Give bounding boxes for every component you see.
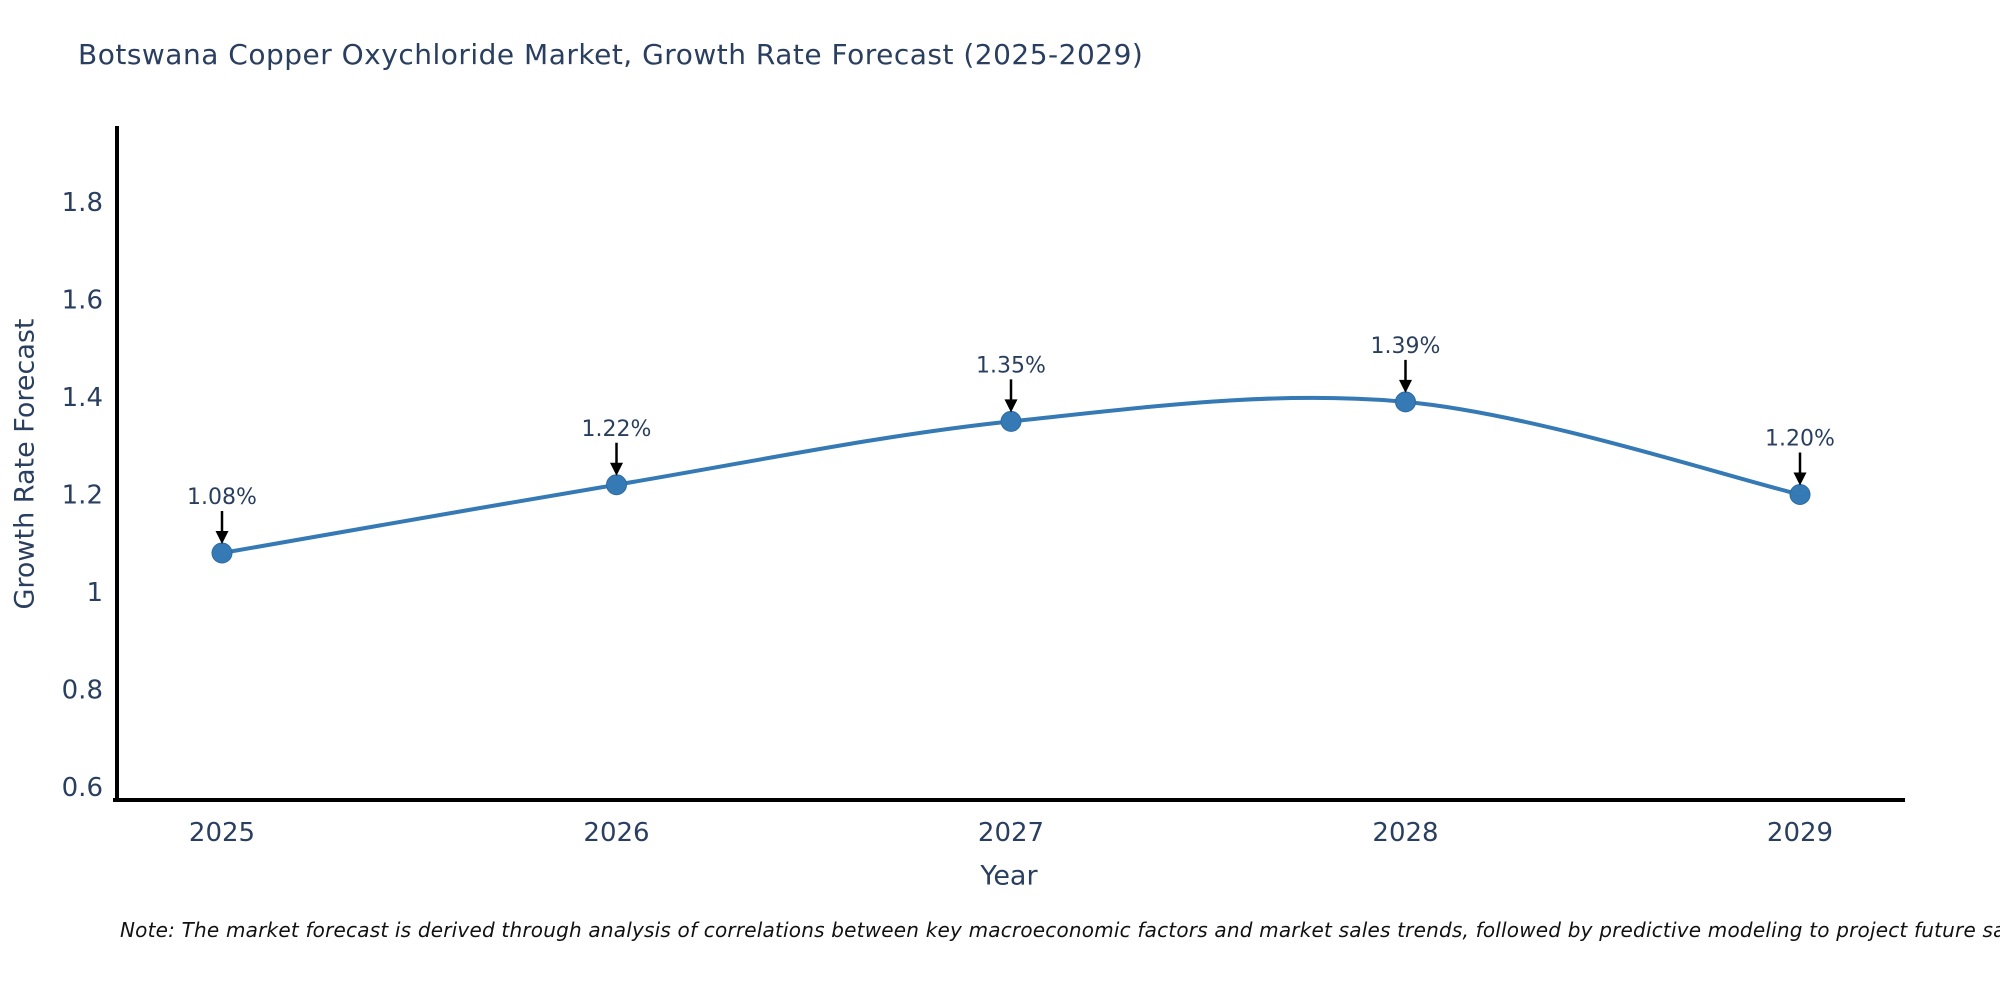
x-tick-label: 2029 [1767, 818, 1833, 848]
x-tick-label: 2026 [583, 818, 649, 848]
footnote: Note: The market forecast is derived thr… [120, 918, 2000, 942]
data-point-marker [1789, 484, 1811, 505]
annotation-arrowhead-icon [215, 531, 229, 544]
annotation-arrowhead-icon [610, 462, 623, 476]
y-tick-label: 0.6 [62, 773, 103, 803]
y-tick-label: 0.8 [62, 676, 103, 706]
data-point-marker [1395, 391, 1416, 413]
y-tick-label: 1.8 [62, 188, 103, 218]
data-point-marker [1000, 410, 1022, 432]
x-tick-label: 2027 [978, 818, 1044, 848]
annotation-arrowhead-icon [1399, 379, 1412, 393]
chart-title: Botswana Copper Oxychloride Market, Grow… [78, 38, 1144, 71]
y-tick-label: 1.6 [62, 286, 103, 316]
annotation-label: 1.35% [976, 353, 1046, 378]
y-tick-label: 1.2 [62, 481, 103, 511]
x-tick-label: 2025 [189, 818, 255, 848]
y-tick-label: 1 [86, 578, 103, 608]
annotation-arrowhead-icon [1004, 399, 1018, 413]
annotation-label: 1.20% [1765, 427, 1835, 452]
x-tick-label: 2028 [1372, 818, 1438, 848]
annotation-label: 1.39% [1371, 334, 1441, 359]
annotation-arrowhead-icon [1793, 472, 1807, 486]
data-point-marker [606, 474, 627, 496]
y-tick-label: 1.4 [62, 383, 103, 413]
data-point-marker [211, 542, 233, 564]
annotation-label: 1.22% [582, 417, 652, 442]
x-axis-title: Year [980, 860, 1038, 892]
annotation-label: 1.08% [187, 485, 257, 510]
